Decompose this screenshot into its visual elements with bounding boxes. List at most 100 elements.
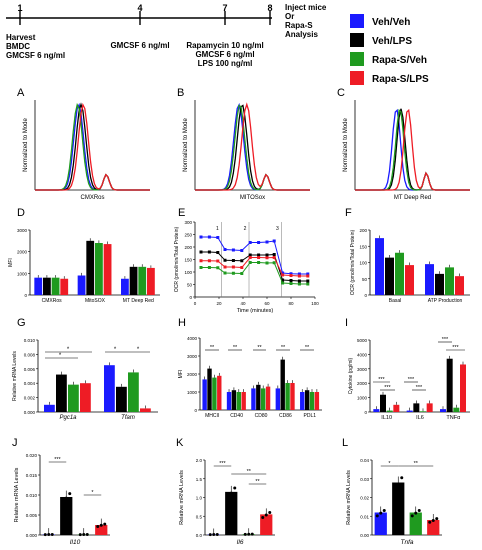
gene-label: Il6 xyxy=(237,539,244,546)
sig-star: ** xyxy=(255,479,260,485)
ocr-point xyxy=(223,265,227,269)
data-point xyxy=(208,533,212,537)
y-axis-label: MFI xyxy=(178,370,184,379)
ocr-point xyxy=(223,248,227,251)
ocr-point xyxy=(240,266,244,269)
bar xyxy=(44,404,55,412)
data-point xyxy=(375,514,379,518)
ocr-point xyxy=(207,235,211,239)
ocr-point xyxy=(199,266,203,269)
category-label: IL6 xyxy=(416,415,424,421)
y-axis-label: OCR (pmol/min/Total Protein) xyxy=(174,227,180,293)
y-tick-label: 1000 xyxy=(187,390,198,395)
ocr-point xyxy=(289,274,293,277)
bar xyxy=(453,407,460,412)
marker-label: 2 xyxy=(244,226,247,232)
ocr-point xyxy=(199,235,203,239)
data-point xyxy=(417,508,421,512)
data-point xyxy=(99,523,103,527)
histogram-trace xyxy=(35,102,150,191)
ocr-point xyxy=(289,272,293,276)
bar xyxy=(455,276,464,295)
panel-label-G: G xyxy=(17,317,26,329)
ocr-point xyxy=(281,273,285,277)
data-point xyxy=(247,532,251,536)
ocr-point xyxy=(289,279,293,282)
gene-label: Il10 xyxy=(70,539,81,546)
bar xyxy=(116,386,127,412)
ocr-point xyxy=(240,249,244,252)
bar xyxy=(212,377,217,410)
bar xyxy=(138,266,147,295)
y-axis-label: Normalized to Mode xyxy=(343,117,349,171)
timeline-label: Or xyxy=(285,12,294,21)
y-tick-label: 1.0 xyxy=(196,496,203,501)
y-tick-label: 0 xyxy=(189,295,192,300)
sig-star: * xyxy=(91,490,94,496)
bar xyxy=(217,375,222,410)
ocr-point xyxy=(306,279,310,283)
y-axis-label: MFI xyxy=(8,258,14,267)
sig-star: *** xyxy=(442,337,449,343)
y-tick-label: 150 xyxy=(359,244,367,249)
panel-label-C: C xyxy=(337,87,345,99)
sig-star: ** xyxy=(210,345,215,351)
bar xyxy=(395,252,404,295)
timeline-label: LPS 100 ng/ml xyxy=(198,59,253,68)
x-axis-label: CMXRos xyxy=(80,195,104,201)
timeline-label: Harvest xyxy=(6,33,36,42)
bar xyxy=(426,403,433,412)
bar xyxy=(425,264,434,295)
y-axis-label: Relative mRNA Levels xyxy=(12,351,18,401)
timeline-day-7: 7 xyxy=(222,3,227,13)
y-tick-label: 0.00 xyxy=(360,533,369,538)
bar xyxy=(231,390,237,410)
ocr-point xyxy=(240,259,244,263)
timeline-label: Rapa-S xyxy=(285,21,313,30)
bar xyxy=(121,278,129,295)
bar xyxy=(260,514,273,535)
data-point xyxy=(43,533,47,537)
y-tick-label: 3000 xyxy=(17,228,28,233)
category-label: Pgc1a xyxy=(59,415,77,421)
bar xyxy=(226,392,232,410)
bar xyxy=(236,392,241,410)
y-tick-label: 0.020 xyxy=(26,453,38,458)
ocr-point xyxy=(272,239,276,243)
ocr-point xyxy=(248,261,252,264)
data-point xyxy=(215,532,219,536)
data-point xyxy=(264,513,268,517)
x-tick-label: 60 xyxy=(264,301,270,306)
category-label: Basal xyxy=(389,298,402,304)
bar xyxy=(86,240,95,295)
marker-label: 3 xyxy=(276,226,279,232)
ocr-point xyxy=(207,259,211,263)
panel-label-B: B xyxy=(177,87,184,99)
timeline-label: GMCSF 6 ng/ml xyxy=(195,50,254,59)
y-tick-label: 300 xyxy=(184,220,192,225)
panel-label-H: H xyxy=(178,317,186,329)
ocr-point xyxy=(281,278,285,282)
panel-label-J: J xyxy=(12,437,18,449)
y-tick-label: 2000 xyxy=(17,250,28,255)
bar xyxy=(80,383,91,412)
bar xyxy=(56,374,67,412)
data-point xyxy=(428,520,432,524)
y-axis-label: Normalized to Mode xyxy=(183,117,189,171)
data-point xyxy=(85,532,89,536)
x-tick-label: 20 xyxy=(216,301,222,306)
ocr-point xyxy=(281,271,285,275)
ocr-point xyxy=(216,259,220,263)
y-tick-label: 0 xyxy=(194,408,197,413)
y-axis-label: Normalized to Mode xyxy=(23,117,29,171)
ocr-point xyxy=(281,281,285,285)
ocr-point xyxy=(207,250,211,254)
bar xyxy=(409,512,422,535)
y-tick-label: 0.01 xyxy=(360,514,369,519)
bar xyxy=(68,384,79,412)
sig-star: ** xyxy=(414,461,419,467)
category-label: TNFα xyxy=(446,415,461,421)
data-point xyxy=(261,515,265,519)
ocr-point xyxy=(265,253,269,257)
data-point xyxy=(103,522,107,526)
